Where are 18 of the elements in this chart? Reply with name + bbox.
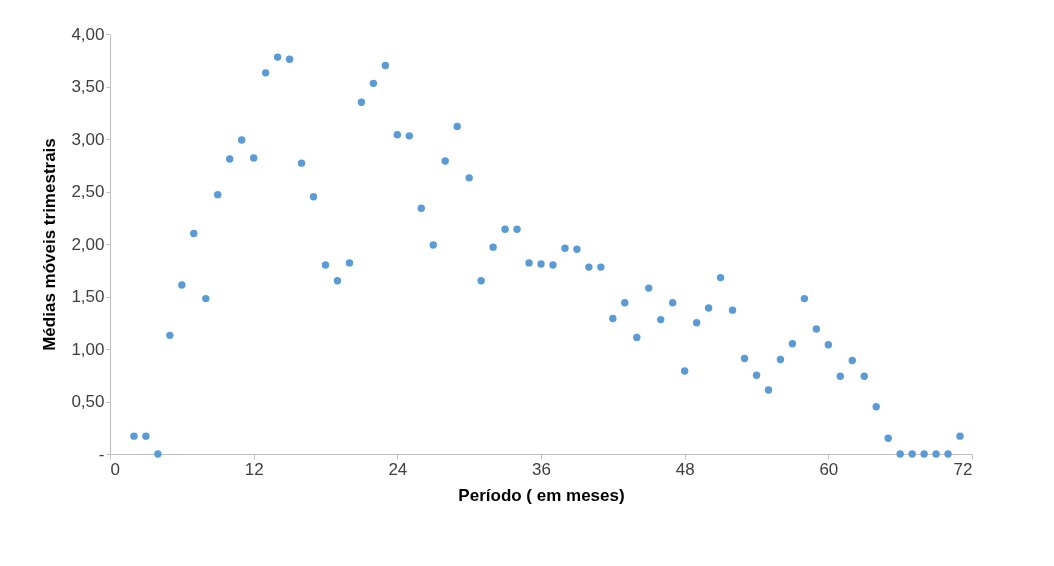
x-tick-label: 12 [244,459,264,479]
y-tick-label: 2,00 [71,234,105,254]
x-axis-title: Período ( em meses) [458,485,625,505]
y-tick-label: - [98,444,105,464]
x-tick-label: 48 [675,459,695,479]
x-tick-label: 60 [819,459,839,479]
y-tick-label: 2,50 [71,182,105,201]
x-tick-label: 24 [388,459,408,479]
x-tick-label: 0 [110,459,120,479]
y-tick-label: 1,00 [71,339,105,359]
y-tick-label: 0,50 [71,392,105,411]
x-tick-label: 72 [953,459,973,479]
y-tick-label: 3,50 [71,77,105,96]
y-tick-label: 1,50 [71,287,105,306]
y-axis-title: Médias móveis trimestrais [40,138,60,351]
y-tick-label: 3,00 [71,129,105,149]
y-tick-label: 4,00 [71,24,105,44]
x-tick-label: 36 [532,459,551,479]
